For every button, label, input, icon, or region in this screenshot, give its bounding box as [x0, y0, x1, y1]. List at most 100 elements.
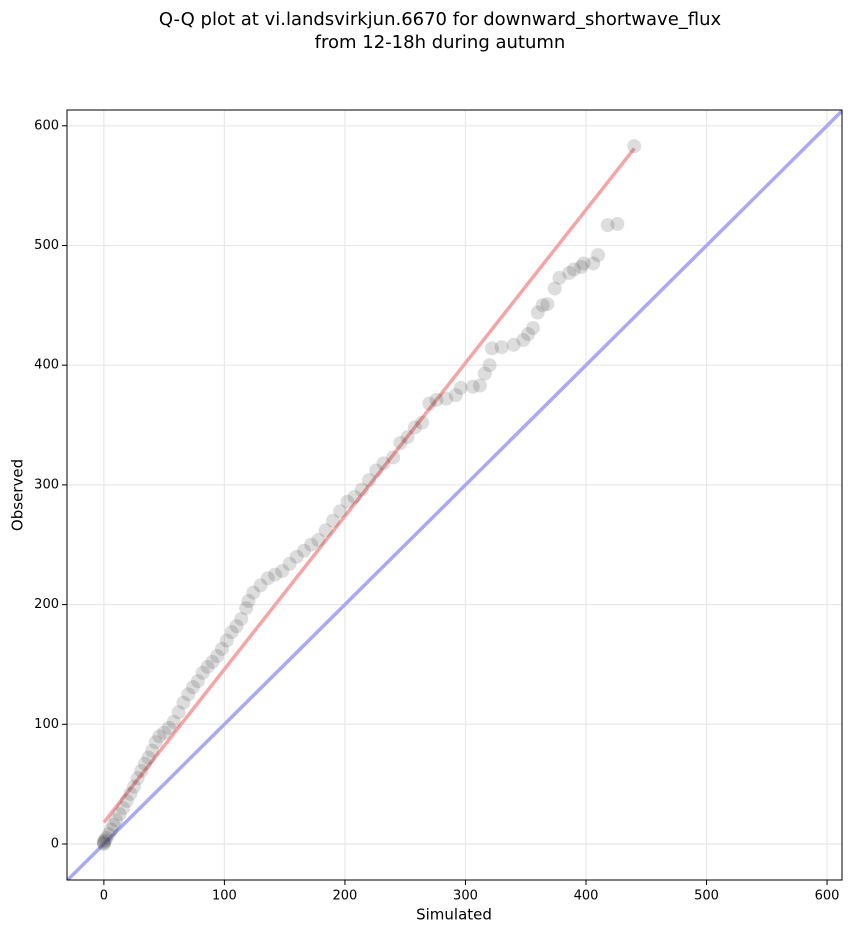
point [376, 456, 391, 471]
point [289, 549, 304, 564]
point [268, 567, 283, 582]
point [453, 380, 468, 395]
point [282, 556, 297, 571]
point [386, 450, 401, 465]
x-tick-label: 300 [453, 889, 478, 904]
point [171, 705, 186, 720]
point [400, 430, 415, 445]
point [195, 665, 210, 680]
point [123, 786, 138, 801]
x-tick-label: 600 [815, 889, 840, 904]
y-axis-label: Observed [9, 459, 27, 531]
point [246, 585, 261, 600]
point [275, 564, 290, 579]
y-tick-label: 200 [34, 597, 59, 612]
point [166, 714, 181, 729]
point [190, 674, 205, 689]
point [176, 695, 191, 710]
point [429, 392, 444, 407]
point [525, 321, 540, 336]
point [318, 523, 333, 538]
y-tick-label: 400 [34, 358, 59, 373]
point [576, 256, 591, 271]
point [260, 571, 275, 586]
point [215, 641, 229, 656]
point [393, 435, 408, 450]
point [219, 633, 234, 648]
chart-title: Q-Q plot at vi.landsvirkjun.6670 for dow… [159, 9, 722, 30]
point [422, 396, 437, 411]
point [347, 489, 362, 504]
identity-line [67, 110, 842, 880]
point [119, 793, 134, 808]
y-tick-label: 300 [34, 477, 59, 492]
x-tick-label: 200 [333, 889, 358, 904]
point [141, 750, 156, 765]
point [108, 813, 123, 828]
point [477, 366, 492, 381]
point [311, 532, 326, 547]
point [234, 611, 249, 626]
point [566, 262, 581, 277]
point [148, 735, 163, 750]
point [181, 687, 196, 702]
point [484, 341, 499, 356]
point [407, 420, 422, 435]
point [535, 298, 550, 313]
point [145, 743, 160, 758]
plot-frame [66, 109, 843, 881]
point [521, 327, 536, 342]
point [482, 358, 497, 373]
point [116, 801, 131, 816]
point [96, 835, 111, 850]
point [547, 281, 562, 296]
point [354, 482, 369, 497]
x-tick-label: 400 [574, 889, 599, 904]
point [200, 659, 215, 674]
point [448, 388, 463, 403]
point [516, 333, 531, 348]
point [106, 817, 121, 832]
point [472, 378, 487, 393]
point [415, 415, 430, 430]
point [600, 218, 615, 233]
point [530, 305, 545, 320]
point [506, 337, 521, 352]
point [465, 379, 480, 394]
point [574, 260, 589, 275]
point [112, 807, 127, 822]
point [186, 680, 201, 695]
point [104, 822, 119, 837]
point [304, 537, 319, 552]
y-tick-label: 0 [51, 836, 59, 851]
point [130, 771, 145, 786]
point [253, 578, 268, 593]
point [540, 297, 555, 312]
point [99, 830, 114, 845]
chart-title: from 12-18h during autumn [315, 32, 566, 53]
point [205, 655, 220, 670]
point [127, 779, 142, 794]
point [101, 827, 116, 842]
x-tick-label: 500 [694, 889, 719, 904]
point [369, 463, 384, 478]
point [562, 266, 577, 281]
point [362, 473, 377, 488]
point [627, 139, 642, 154]
point [161, 720, 176, 735]
point [137, 756, 152, 771]
point [134, 763, 149, 778]
x-tick-label: 100 [212, 889, 237, 904]
point [98, 833, 113, 848]
point [96, 836, 111, 851]
point [224, 625, 239, 640]
point [152, 729, 167, 744]
x-tick-label: 0 [100, 889, 108, 904]
point [96, 834, 111, 849]
point [552, 270, 567, 285]
point [610, 216, 625, 231]
y-tick-label: 100 [34, 717, 59, 732]
point [439, 391, 454, 406]
point [591, 248, 606, 263]
